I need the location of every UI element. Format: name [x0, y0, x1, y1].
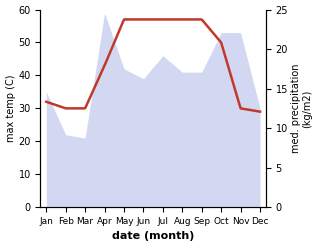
Y-axis label: max temp (C): max temp (C): [5, 75, 16, 142]
X-axis label: date (month): date (month): [112, 231, 194, 242]
Y-axis label: med. precipitation
(kg/m2): med. precipitation (kg/m2): [291, 64, 313, 153]
